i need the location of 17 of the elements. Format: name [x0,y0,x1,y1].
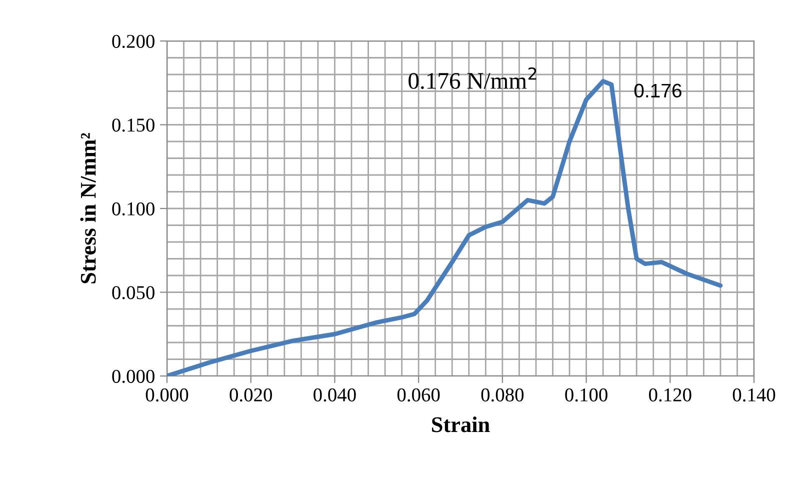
y-tick-label: 0.100 [112,202,154,216]
x-tick-label: 0.120 [649,388,692,402]
y-axis-title: Stress in N/mm² [80,133,96,284]
x-axis-title: Strain [432,416,490,432]
y-tick-label: 0.050 [112,286,154,300]
x-tick-label: 0.140 [732,388,776,402]
annotation: 0.176 [634,84,682,98]
x-tick-label: 0.000 [146,388,188,402]
x-tick-label: 0.020 [230,388,272,402]
x-tick-label: 0.060 [397,388,440,402]
x-tick-label: 0.100 [565,388,608,402]
y-tick-label: 0.000 [112,370,154,384]
x-tick-label: 0.040 [314,388,356,402]
y-tick-label: 0.150 [112,118,154,132]
y-tick-label: 0.200 [112,34,154,48]
annotation: 0.176 N/mm$^{2}$ [408,67,536,89]
x-tick-label: 0.080 [481,388,524,402]
